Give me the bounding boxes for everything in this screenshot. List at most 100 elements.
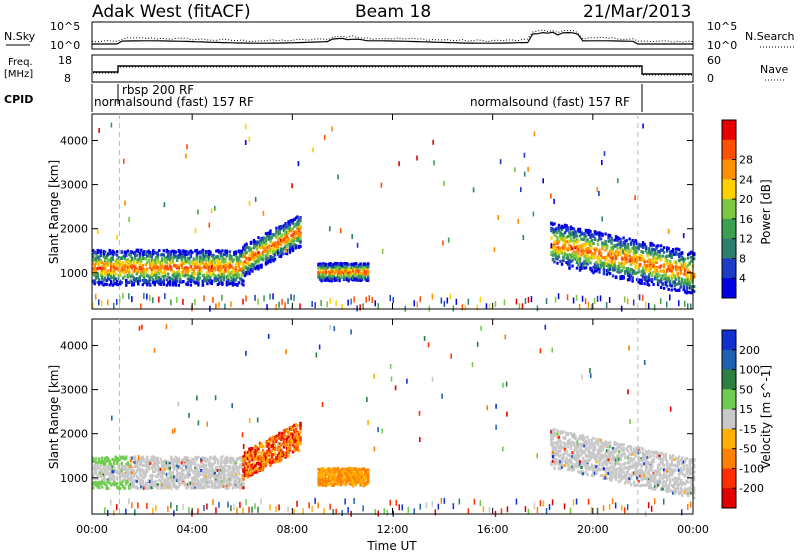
range-time-cell xyxy=(569,225,573,229)
range-time-cell xyxy=(173,262,176,266)
range-time-cell xyxy=(125,270,128,274)
range-time-cell xyxy=(174,455,177,459)
range-time-cell xyxy=(652,270,655,274)
range-time-cell xyxy=(221,269,224,273)
range-time-cell xyxy=(351,269,355,273)
range-time-cell xyxy=(203,273,206,277)
range-time-cell xyxy=(239,277,242,281)
range-time-cell xyxy=(628,248,631,252)
range-time-cell xyxy=(290,234,293,237)
range-time-cell xyxy=(92,473,95,477)
range-time-cell xyxy=(572,255,576,259)
range-time-cell xyxy=(206,276,209,280)
range-time-cell xyxy=(690,272,693,276)
range-time-cell xyxy=(168,482,171,486)
range-time-cell xyxy=(273,257,277,261)
range-time-cell xyxy=(227,275,230,279)
range-time-cell xyxy=(111,257,114,261)
range-time-cell xyxy=(168,283,171,287)
range-time-cell xyxy=(566,257,570,260)
near-range-cell xyxy=(626,298,629,305)
range-time-cell xyxy=(195,458,199,462)
range-time-cell xyxy=(216,261,220,265)
range-time-cell xyxy=(95,269,98,273)
range-time-cell xyxy=(299,233,302,237)
sparse-cell xyxy=(433,160,435,166)
sparse-cell xyxy=(351,234,353,240)
range-time-cell xyxy=(111,252,114,256)
range-time-cell xyxy=(110,469,113,473)
range-time-cell xyxy=(197,271,200,275)
range-time-cell xyxy=(320,266,323,270)
range-time-cell xyxy=(584,266,588,270)
range-time-cell xyxy=(174,272,177,276)
range-time-cell xyxy=(578,257,582,261)
range-time-cell xyxy=(96,275,99,279)
range-time-cell xyxy=(669,268,672,272)
range-time-cell xyxy=(270,437,274,441)
range-time-cell xyxy=(113,277,116,281)
range-time-cell xyxy=(682,257,685,261)
range-time-cell xyxy=(177,481,180,485)
range-time-cell xyxy=(339,271,343,275)
sparse-cell xyxy=(522,235,525,240)
range-time-cell xyxy=(138,459,141,463)
range-time-cell xyxy=(222,468,226,472)
range-time-cell xyxy=(589,255,592,259)
range-time-cell xyxy=(149,478,152,482)
range-time-cell xyxy=(206,479,209,483)
range-time-cell xyxy=(605,264,609,268)
range-time-cell xyxy=(141,476,144,480)
near-range-cell xyxy=(476,304,479,311)
range-time-cell xyxy=(670,284,673,288)
range-time-cell xyxy=(173,467,176,471)
range-time-cell xyxy=(557,246,561,250)
range-time-cell xyxy=(180,270,183,274)
range-time-cell xyxy=(278,447,281,451)
range-time-cell xyxy=(251,447,254,451)
range-time-cell xyxy=(164,486,167,490)
range-time-cell xyxy=(222,263,226,267)
range-time-cell xyxy=(611,268,615,272)
range-time-cell xyxy=(650,242,654,246)
range-time-cell xyxy=(213,260,217,264)
sparse-cell xyxy=(194,228,197,234)
range-time-cell xyxy=(356,272,359,276)
range-time-cell xyxy=(185,253,188,257)
range-time-cell xyxy=(179,249,182,253)
range-time-cell xyxy=(248,455,251,459)
range-time-cell xyxy=(659,280,663,284)
range-time-cell xyxy=(243,260,247,264)
range-time-cell xyxy=(628,270,631,274)
range-time-cell xyxy=(236,275,239,279)
near-range-cell xyxy=(479,296,482,303)
range-time-cell xyxy=(222,478,226,482)
range-time-cell xyxy=(245,245,248,249)
range-time-cell xyxy=(110,268,113,272)
range-time-cell xyxy=(632,247,636,251)
range-time-cell xyxy=(219,254,223,258)
range-time-cell xyxy=(113,280,116,284)
range-time-cell xyxy=(99,254,102,258)
sparse-cell xyxy=(291,183,293,189)
range-time-cell xyxy=(287,239,290,243)
range-time-cell xyxy=(264,444,268,448)
range-time-cell xyxy=(222,252,226,256)
range-time-cell xyxy=(98,483,101,487)
range-time-cell xyxy=(287,220,290,224)
range-time-cell xyxy=(123,474,126,478)
range-time-cell xyxy=(176,464,179,468)
range-time-cell xyxy=(242,481,245,485)
range-time-cell xyxy=(637,255,640,259)
range-time-cell xyxy=(270,235,274,239)
range-time-cell xyxy=(183,459,187,462)
range-time-cell xyxy=(293,218,296,221)
range-time-cell xyxy=(165,463,168,467)
range-time-cell xyxy=(162,467,165,471)
range-time-cell xyxy=(180,264,183,268)
range-time-cell xyxy=(667,265,670,269)
range-time-cell xyxy=(557,223,561,227)
range-time-cell xyxy=(195,281,199,285)
range-time-cell xyxy=(662,286,666,290)
range-time-cell xyxy=(192,476,196,480)
